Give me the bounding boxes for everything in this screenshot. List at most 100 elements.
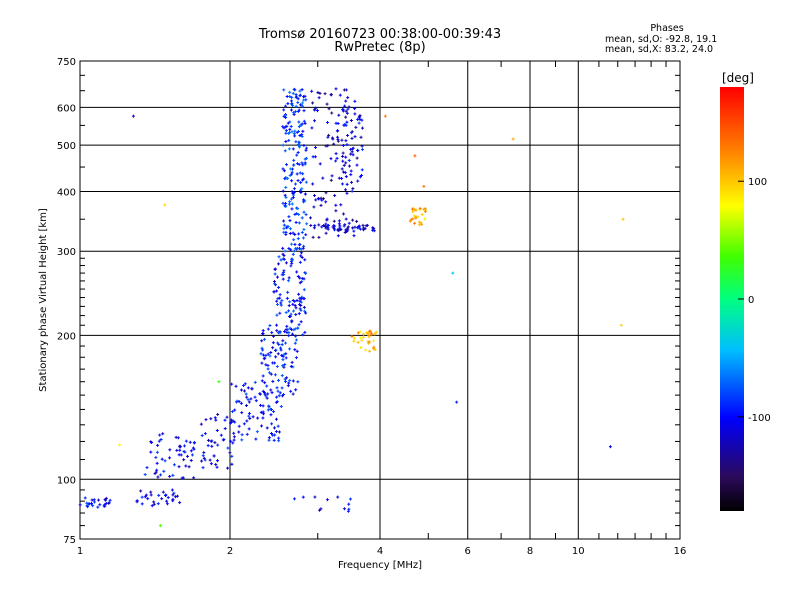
data-point — [177, 465, 181, 469]
data-point — [280, 353, 284, 357]
data-point — [297, 212, 301, 216]
data-point — [343, 171, 347, 175]
data-point — [297, 323, 301, 327]
data-point — [214, 463, 218, 467]
data-point — [292, 111, 296, 115]
data-point — [303, 309, 307, 313]
data-point — [285, 163, 289, 167]
data-point — [280, 343, 284, 347]
data-point — [286, 225, 290, 229]
data-point — [284, 139, 288, 143]
data-point — [287, 309, 291, 313]
data-point — [270, 431, 274, 435]
data-point — [254, 399, 258, 403]
data-point — [301, 104, 305, 108]
data-point — [300, 276, 304, 280]
data-point — [360, 338, 364, 342]
data-point — [260, 339, 264, 343]
y-tick-label: 400 — [57, 187, 76, 198]
data-point — [232, 438, 236, 442]
data-point — [286, 102, 290, 106]
data-point — [267, 436, 271, 440]
data-point — [152, 502, 156, 506]
data-point — [411, 210, 415, 214]
data-point — [342, 212, 346, 216]
data-point — [332, 219, 336, 223]
data-point — [272, 290, 276, 294]
data-point — [341, 144, 345, 148]
data-point — [344, 139, 348, 143]
data-point — [276, 352, 280, 356]
data-point — [347, 507, 351, 511]
colorbar-label: [deg] — [722, 71, 754, 85]
data-point — [157, 439, 161, 443]
data-point — [146, 497, 150, 501]
data-point — [345, 143, 349, 147]
data-point — [370, 333, 374, 337]
data-point — [301, 163, 305, 167]
data-point — [350, 189, 354, 193]
data-point — [360, 173, 364, 177]
data-point — [295, 349, 299, 353]
data-point — [271, 346, 275, 350]
data-point — [264, 353, 268, 357]
data-point — [294, 388, 298, 392]
data-point — [286, 290, 290, 294]
data-point — [346, 133, 350, 137]
data-point — [282, 169, 286, 173]
data-point — [247, 414, 251, 418]
data-point — [229, 439, 233, 443]
data-point — [313, 119, 317, 123]
data-point — [203, 458, 207, 462]
data-point — [299, 103, 303, 107]
data-point — [301, 129, 305, 133]
data-point — [290, 130, 294, 134]
data-point — [292, 158, 296, 162]
data-point — [266, 327, 270, 331]
data-point — [619, 323, 623, 327]
data-point — [161, 490, 165, 494]
data-point — [352, 336, 356, 340]
data-point — [292, 187, 296, 191]
data-point — [275, 365, 279, 369]
data-point — [155, 461, 159, 465]
data-point — [292, 328, 296, 332]
data-point — [208, 458, 212, 462]
data-point — [259, 403, 263, 407]
data-point — [92, 500, 96, 504]
data-point — [263, 391, 267, 395]
data-point — [299, 300, 303, 304]
data-point — [324, 191, 328, 195]
data-point — [281, 246, 285, 250]
data-point — [294, 220, 298, 224]
data-point — [203, 432, 207, 436]
data-point — [317, 223, 321, 227]
phases-heading: Phases — [650, 23, 684, 34]
data-point — [273, 272, 277, 276]
data-point — [265, 396, 269, 400]
data-point — [300, 255, 304, 259]
data-point — [284, 341, 288, 345]
data-point — [314, 106, 318, 110]
data-point — [290, 95, 294, 99]
data-point — [292, 190, 296, 194]
data-point — [337, 219, 341, 223]
data-point — [157, 493, 161, 497]
data-point — [164, 493, 168, 497]
data-point — [159, 473, 163, 477]
axis-tick-labels: 1 2 4 6 8 10 16 75 100 200 300 400 500 600 750 — [57, 57, 686, 557]
data-point — [368, 329, 372, 333]
data-point — [96, 505, 100, 509]
data-point — [289, 108, 293, 112]
data-point — [299, 308, 303, 312]
data-point — [287, 138, 291, 142]
data-point — [289, 312, 293, 316]
data-point — [300, 187, 304, 191]
data-point — [168, 474, 172, 478]
data-point — [293, 304, 297, 308]
data-point — [162, 469, 166, 473]
data-point — [154, 455, 158, 459]
data-point — [372, 226, 376, 230]
data-point — [301, 246, 305, 250]
data-point — [296, 380, 300, 384]
